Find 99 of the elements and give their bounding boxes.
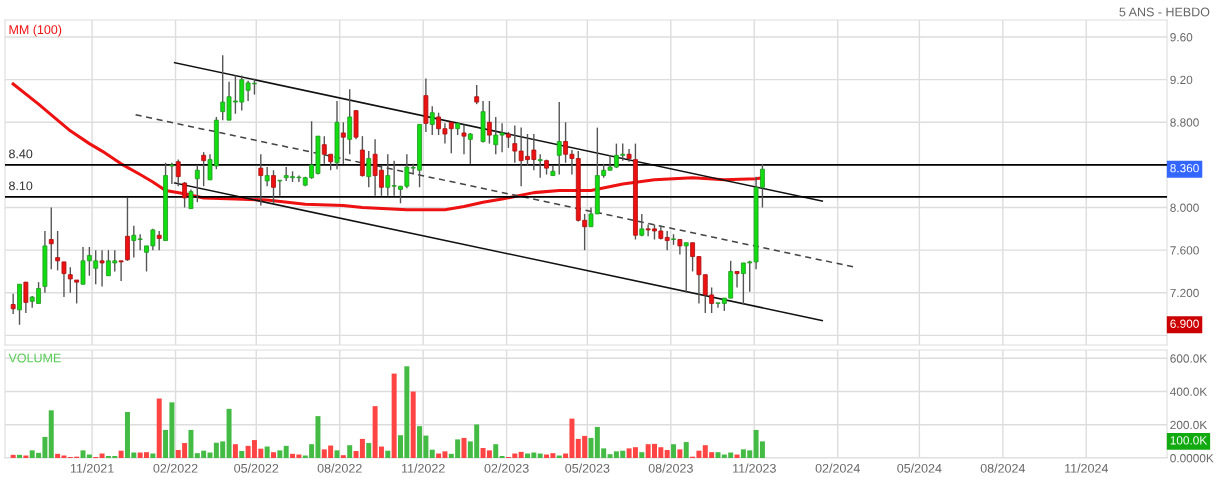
bar <box>264 446 270 458</box>
candlestick <box>10 293 16 315</box>
y-tick-label: 400.0K <box>1170 387 1208 396</box>
bar <box>461 437 467 458</box>
bar <box>347 445 353 458</box>
text: 8.360 <box>1170 163 1199 173</box>
bar <box>156 398 162 458</box>
text: 6.900 <box>1170 319 1199 328</box>
candlestick <box>556 101 562 176</box>
candlestick <box>683 242 689 294</box>
bar <box>340 455 346 458</box>
candlestick <box>486 100 492 145</box>
y-tick-label: 600.0K <box>1170 354 1208 363</box>
y-tick-label: 7.600 <box>1170 246 1199 255</box>
candlestick <box>61 261 67 298</box>
candlestick <box>194 164 200 203</box>
x-tick-label: 02/2023 <box>484 463 529 473</box>
candlestick <box>271 169 276 204</box>
bar <box>277 450 283 458</box>
candlestick <box>99 249 105 288</box>
bar <box>493 444 499 458</box>
candlestick <box>131 224 137 259</box>
bar <box>150 453 156 458</box>
x-tick-label: 08/2023 <box>648 463 693 473</box>
candlestick <box>461 123 467 155</box>
bar <box>683 442 689 458</box>
x-tick-label: 11/2024 <box>1065 463 1109 473</box>
ref-line-label: 8.10 <box>9 181 33 191</box>
y-tick-label: 9.20 <box>1170 75 1193 85</box>
candlestick <box>664 230 670 251</box>
candlestick <box>169 162 175 185</box>
text: 100.0K <box>1170 436 1208 445</box>
candlestick <box>182 181 188 209</box>
text: MM (100) <box>9 24 62 37</box>
candlestick <box>258 153 264 207</box>
x-tick-label: 02/2022 <box>153 463 198 473</box>
chart-title: VOLUME <box>8 353 61 363</box>
candlestick <box>23 281 29 314</box>
bar <box>391 373 397 458</box>
candlestick <box>537 153 543 179</box>
y-tick-label: 200.0K <box>1170 420 1208 430</box>
bar <box>232 444 238 458</box>
candlestick <box>385 153 391 197</box>
candlestick <box>264 166 270 187</box>
bar <box>271 452 276 458</box>
x-tick-label: 11/2023 <box>733 463 776 473</box>
bar <box>671 444 677 458</box>
bar <box>410 391 416 458</box>
candlestick <box>137 233 143 251</box>
candlestick <box>429 105 435 136</box>
candlestick <box>201 151 207 187</box>
candlestick <box>156 230 162 251</box>
candlestick <box>125 197 130 262</box>
bar <box>537 453 543 458</box>
bar <box>429 449 435 458</box>
candlestick <box>188 188 194 210</box>
bar <box>715 452 721 458</box>
x-tick-label: 08/2024 <box>980 463 1026 473</box>
candlestick <box>467 132 473 165</box>
x-tick-label: 08/2022 <box>317 463 362 473</box>
bar <box>639 452 645 458</box>
candlestick <box>48 206 54 271</box>
ref-line-label: 8.40 <box>9 149 33 159</box>
candlestick <box>277 179 283 197</box>
bar <box>385 450 391 458</box>
bar <box>664 450 670 458</box>
candlestick <box>366 150 372 188</box>
bar <box>518 451 524 458</box>
bar <box>118 450 124 458</box>
candlestick <box>474 84 480 105</box>
candlestick <box>55 230 61 272</box>
y-tick-label: 8.800 <box>1170 118 1199 127</box>
bar <box>99 453 105 458</box>
bar <box>366 443 372 458</box>
y-tick-label: 7.200 <box>1170 288 1199 298</box>
bar <box>48 410 54 458</box>
bar <box>226 408 232 458</box>
x-tick-label: 05/2022 <box>234 463 279 473</box>
candlestick <box>118 260 124 282</box>
bar <box>188 429 194 458</box>
bar <box>677 449 683 458</box>
bar <box>17 454 23 458</box>
bar <box>283 445 289 458</box>
x-tick-label: 05/2024 <box>897 463 942 473</box>
y-tick-label: 9.60 <box>1170 33 1193 42</box>
y-tick-label: 0.0000K <box>1170 454 1214 463</box>
x-tick-label: 11/2022 <box>402 463 445 473</box>
chart-subtitle: 5 ANS - HEBDO <box>1119 7 1210 17</box>
x-tick-label: 05/2023 <box>565 463 610 473</box>
bar <box>10 454 16 458</box>
x-tick-label: 02/2024 <box>815 463 860 473</box>
candlestick <box>347 88 353 155</box>
x-tick-label: 11/2021 <box>70 463 114 473</box>
candlestick <box>734 270 740 289</box>
candlestick <box>340 121 346 165</box>
candlestick <box>175 158 181 187</box>
y-tick-label: 8.000 <box>1170 203 1199 212</box>
bar <box>588 437 594 458</box>
bar <box>239 451 245 458</box>
